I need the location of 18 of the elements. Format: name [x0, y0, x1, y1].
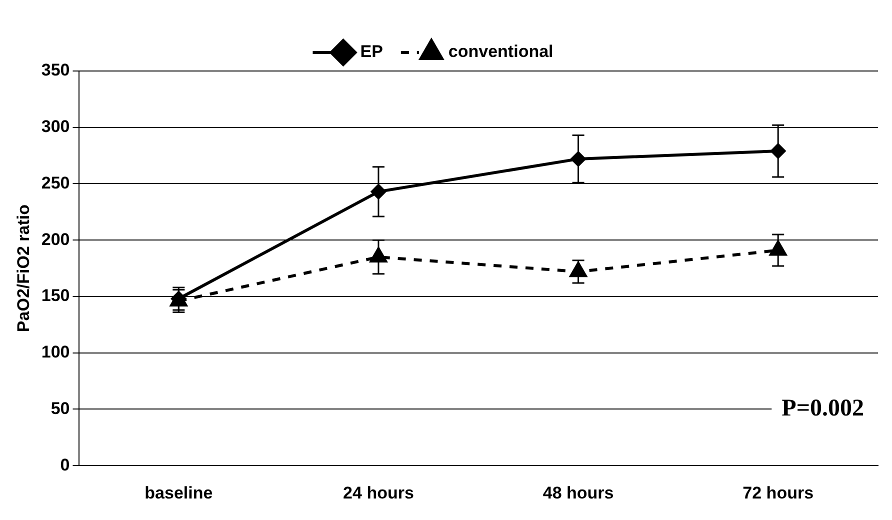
x-tick-label: baseline — [144, 483, 213, 502]
y-tick-label: 50 — [50, 398, 70, 418]
point — [770, 240, 787, 256]
y-tick-label: 100 — [41, 342, 70, 362]
y-axis-title: PaO2/FiO2 ratio — [14, 204, 33, 332]
y-tick-label: 0 — [60, 455, 70, 474]
legend-label: conventional — [448, 42, 554, 62]
x-tick-label: 48 hours — [542, 483, 614, 502]
annotation: P=0.002 — [782, 395, 864, 422]
legend-label: EP — [360, 42, 383, 62]
y-tick-label: 300 — [41, 117, 70, 136]
x-tick-label: 72 hours — [742, 483, 814, 502]
y-tick-label: 200 — [41, 230, 70, 249]
y-tick-label: 250 — [41, 173, 70, 192]
point — [370, 248, 387, 263]
x-tick-label: 24 hours — [343, 483, 414, 502]
y-tick-label: 150 — [41, 286, 70, 306]
y-tick-label: 350 — [41, 60, 70, 80]
